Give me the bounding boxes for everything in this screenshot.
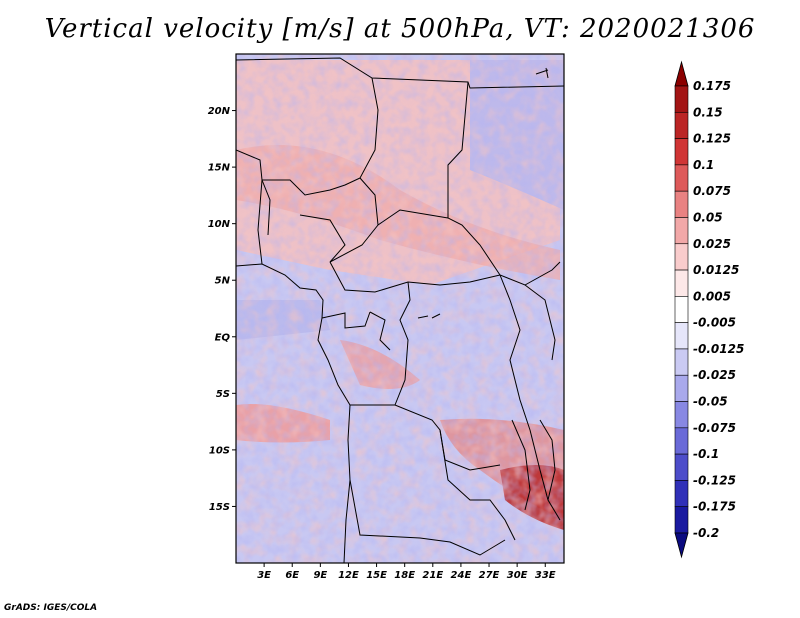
colorbar-segment	[674, 190, 689, 218]
colorbar-segment	[674, 401, 689, 429]
colorbar-min-arrow	[674, 532, 689, 559]
colorbar-segment	[674, 269, 689, 297]
lon-label: 6E	[285, 570, 299, 581]
colorbar-label: 0.025	[693, 237, 731, 251]
colorbar-segment	[674, 138, 689, 166]
latitude-axis: 20N 15N 10N 5N EQ 5S 10S 15S	[208, 106, 236, 513]
colorbar-segment	[674, 296, 689, 323]
colorbar-label: -0.075	[693, 421, 736, 435]
lon-label: 21E	[422, 570, 443, 581]
map-title: Vertical velocity [m/s] at 500hPa, VT: 2…	[44, 14, 756, 44]
lat-label: 15N	[208, 163, 231, 174]
colorbar-max-arrow	[674, 60, 689, 87]
colorbar-segment	[674, 111, 689, 139]
lon-label: 15E	[366, 570, 387, 581]
colorbar-label: -0.05	[693, 395, 728, 409]
colorbar-segment	[674, 374, 689, 402]
colorbar-label: 0.005	[693, 289, 731, 303]
lon-label: 24E	[451, 570, 472, 581]
colorbar-label: 0.075	[693, 184, 731, 198]
colorbar-segment	[674, 506, 689, 534]
colorbar-label: -0.0125	[693, 342, 744, 356]
grads-credit: GrADS: IGES/COLA	[4, 603, 98, 613]
colorbar-label: 0.1	[693, 158, 714, 172]
country-borders	[236, 57, 564, 563]
colorbar-label: 0.125	[693, 132, 731, 146]
colorbar-label: -0.175	[693, 500, 736, 514]
lon-label: 18E	[394, 570, 415, 581]
lon-label: 12E	[338, 570, 359, 581]
lat-label: 5S	[216, 389, 230, 400]
longitude-axis: 3E 6E 9E 12E 15E 18E 21E 24E 27E 30E 33E	[257, 563, 556, 581]
lat-label: 10N	[208, 219, 231, 230]
colorbar: 0.175 0.15 0.125 0.1 0.075 0.05 0.025 0.0125 0.0…	[674, 60, 744, 559]
lat-label: 10S	[209, 445, 230, 456]
lon-label: 9E	[313, 570, 327, 581]
lat-label: 20N	[208, 106, 231, 117]
colorbar-label: 0.175	[693, 79, 731, 93]
colorbar-label: -0.1	[693, 447, 719, 461]
colorbar-label: 0.0125	[693, 263, 739, 277]
colorbar-segment	[674, 322, 689, 350]
map-frame	[235, 53, 565, 564]
colorbar-segment	[674, 480, 689, 508]
colorbar-segment	[674, 217, 689, 245]
colorbar-label: -0.025	[693, 368, 736, 382]
lon-label: 3E	[257, 570, 271, 581]
colorbar-segment	[674, 85, 689, 113]
lat-label: 5N	[215, 276, 231, 287]
colorbar-label: -0.125	[693, 473, 736, 487]
lon-label: 30E	[507, 570, 528, 581]
lon-label: 33E	[535, 570, 556, 581]
lat-label: 15S	[209, 502, 230, 513]
velocity-field	[236, 54, 564, 563]
colorbar-segment	[674, 348, 689, 376]
colorbar-segment	[674, 453, 689, 481]
colorbar-label: 0.05	[693, 210, 723, 224]
lon-label: 27E	[479, 570, 500, 581]
colorbar-segment	[674, 164, 689, 192]
colorbar-label: -0.005	[693, 316, 736, 330]
colorbar-label: 0.15	[693, 105, 723, 119]
colorbar-segment	[674, 427, 689, 455]
colorbar-label: -0.2	[693, 526, 719, 540]
colorbar-segment	[674, 243, 689, 271]
lat-label: EQ	[215, 332, 231, 343]
